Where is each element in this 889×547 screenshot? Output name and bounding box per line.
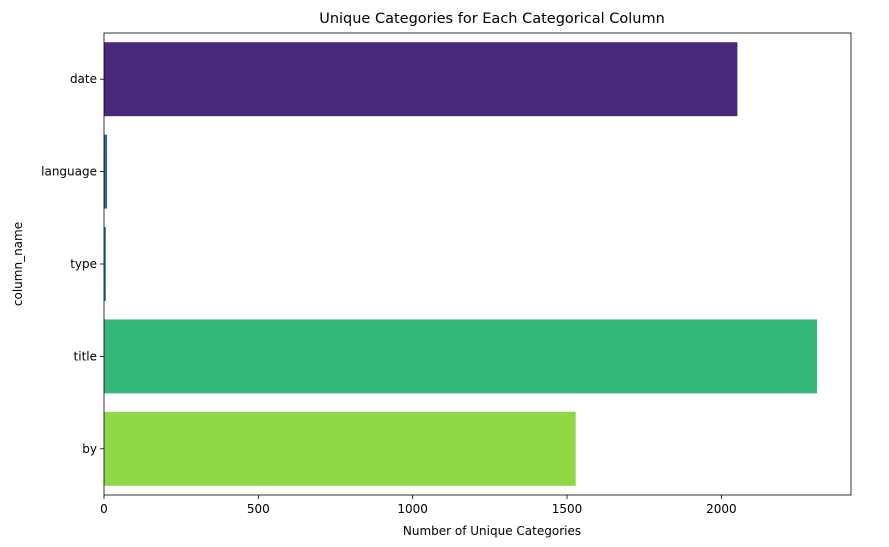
y-tick-label-date: date xyxy=(70,72,97,86)
y-tick-label-by: by xyxy=(82,442,97,456)
y-axis-label: column_name xyxy=(11,222,25,306)
y-tick-label-language: language xyxy=(41,165,97,179)
x-axis-label: Number of Unique Categories xyxy=(403,524,581,538)
bar-by xyxy=(104,411,576,486)
bar-date xyxy=(104,42,738,117)
y-tick-label-title: title xyxy=(74,349,97,363)
bar-language xyxy=(104,134,108,209)
x-tick-label: 0 xyxy=(100,502,108,516)
chart-title: Unique Categories for Each Categorical C… xyxy=(319,11,665,27)
y-tick-label-type: type xyxy=(70,257,97,271)
x-tick-label: 1500 xyxy=(552,502,583,516)
plot-frame xyxy=(103,32,852,496)
bar-type xyxy=(104,227,106,301)
x-tick-label: 1000 xyxy=(397,502,428,516)
y-axis-ticks: date language type title by xyxy=(41,72,104,456)
bar-title xyxy=(104,319,818,394)
x-tick-label: 2000 xyxy=(706,502,737,516)
bars-group xyxy=(104,42,818,486)
x-tick-label: 500 xyxy=(247,502,270,516)
x-axis-ticks: 0 500 1000 1500 2000 xyxy=(100,495,737,516)
